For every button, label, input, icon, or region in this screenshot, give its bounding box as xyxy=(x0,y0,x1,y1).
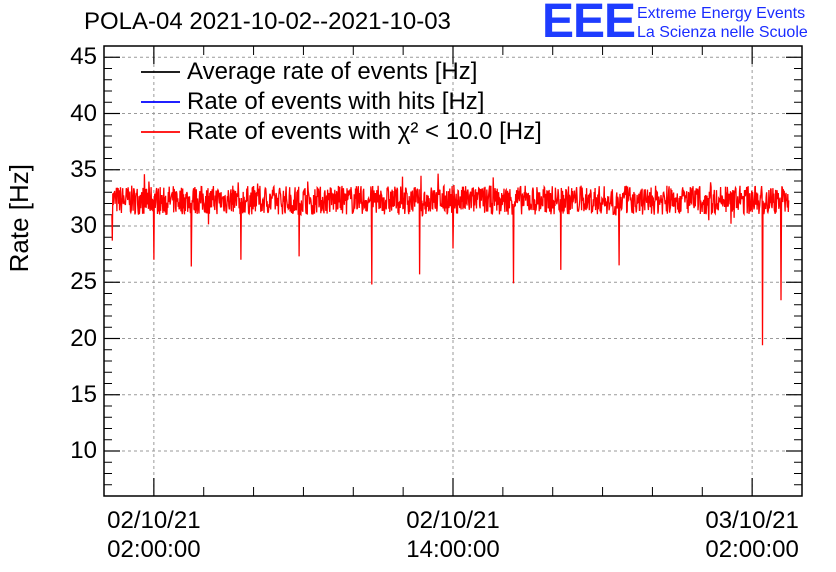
x-tick-label: 02/10/21 02:00:00 xyxy=(84,506,224,564)
y-tick-label: 35 xyxy=(70,155,97,183)
logo-caption: Extreme Energy Events La Scienza nelle S… xyxy=(637,4,808,42)
chart-title: POLA-04 2021-10-02--2021-10-03 xyxy=(84,8,451,35)
y-tick-label: 25 xyxy=(70,268,97,296)
grid-lines xyxy=(104,46,802,496)
y-tick-label: 20 xyxy=(70,324,97,352)
y-tick-label: 45 xyxy=(70,43,97,71)
series-lines xyxy=(111,173,790,346)
y-tick-label: 30 xyxy=(70,212,97,239)
axis-ticks xyxy=(103,45,803,496)
x-tick-date: 02/10/21 xyxy=(406,507,500,534)
legend-entry: Rate of events with χ² < 10.0 [Hz] xyxy=(187,118,542,145)
x-tick-time: 02:00:00 xyxy=(107,536,201,563)
x-tick-label: 03/10/21 02:00:00 xyxy=(682,506,822,564)
legend-entry: Average rate of events [Hz] xyxy=(187,58,478,85)
y-tick-label: 15 xyxy=(70,380,97,408)
legend-entry: Rate of events with hits [Hz] xyxy=(187,88,485,115)
x-tick-time: 02:00:00 xyxy=(705,536,799,563)
logo-line-1: Extreme Energy Events xyxy=(637,5,806,22)
x-tick-time: 14:00:00 xyxy=(406,536,500,563)
logo-line-2: La Scienza nelle Scuole xyxy=(637,24,808,41)
legend-lines xyxy=(141,71,180,133)
eee-logo: EEE xyxy=(542,0,636,48)
x-tick-label: 02/10/21 14:00:00 xyxy=(383,506,523,564)
x-tick-date: 03/10/21 xyxy=(705,507,799,534)
y-tick-label: 40 xyxy=(70,99,97,127)
x-tick-date: 02/10/21 xyxy=(107,507,201,534)
y-tick-label: 10 xyxy=(70,437,97,464)
series-rate-chi2-line xyxy=(111,173,790,346)
